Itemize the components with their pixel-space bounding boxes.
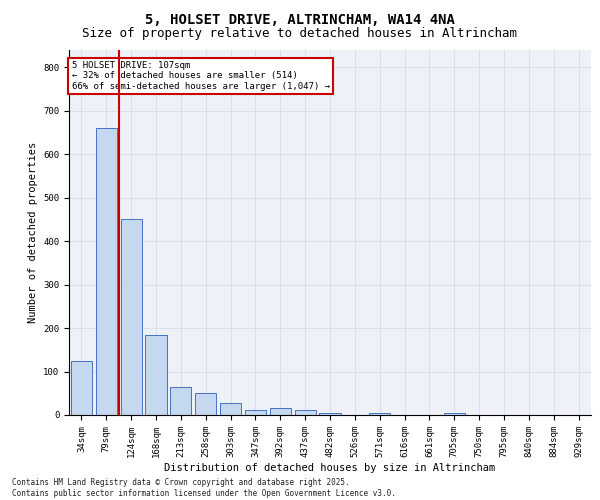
Text: Contains HM Land Registry data © Crown copyright and database right 2025.
Contai: Contains HM Land Registry data © Crown c… [12, 478, 396, 498]
Bar [170, 387, 191, 415]
Bar [295, 410, 316, 415]
Bar [319, 413, 341, 415]
Bar [220, 403, 241, 415]
Bar [121, 220, 142, 415]
Bar [195, 394, 216, 415]
Text: 5, HOLSET DRIVE, ALTRINCHAM, WA14 4NA: 5, HOLSET DRIVE, ALTRINCHAM, WA14 4NA [145, 12, 455, 26]
X-axis label: Distribution of detached houses by size in Altrincham: Distribution of detached houses by size … [164, 462, 496, 472]
Bar [270, 408, 291, 415]
Bar [369, 413, 390, 415]
Bar [245, 410, 266, 415]
Text: 5 HOLSET DRIVE: 107sqm
← 32% of detached houses are smaller (514)
66% of semi-de: 5 HOLSET DRIVE: 107sqm ← 32% of detached… [71, 61, 329, 91]
Y-axis label: Number of detached properties: Number of detached properties [28, 142, 38, 323]
Bar [145, 334, 167, 415]
Bar [71, 360, 92, 415]
Bar [96, 128, 117, 415]
Text: Size of property relative to detached houses in Altrincham: Size of property relative to detached ho… [83, 28, 517, 40]
Bar [444, 413, 465, 415]
